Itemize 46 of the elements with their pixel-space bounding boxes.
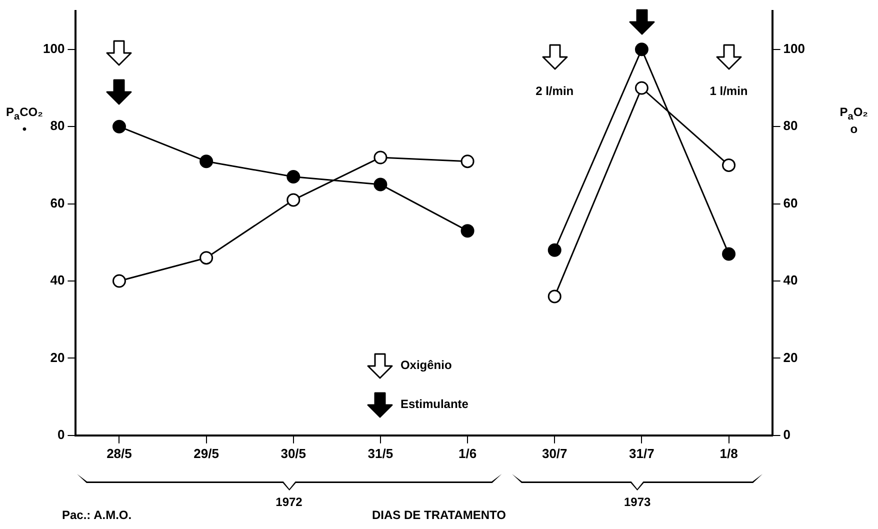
annotation: Oxigênio [400, 358, 452, 372]
x-tick-label: 29/5 [194, 446, 219, 461]
y2-tick-label: 80 [783, 118, 798, 134]
annotation: 1 l/min [708, 84, 749, 98]
y-tick-label: 20 [50, 350, 65, 365]
point [460, 224, 474, 238]
point [722, 158, 736, 172]
point [722, 247, 736, 261]
point [112, 274, 126, 288]
point [374, 178, 388, 192]
y2-tick-label: 0 [783, 426, 791, 442]
y2-tick-label: 40 [783, 272, 798, 288]
point [200, 154, 214, 168]
point [634, 42, 648, 56]
point [286, 170, 300, 184]
text: Pac.: A.M.O. [62, 508, 132, 522]
x-tick-label: 31/5 [368, 446, 394, 461]
y2-tick-label: 60 [783, 195, 798, 210]
y2-tick-label: 100 [783, 40, 806, 56]
point [548, 290, 562, 304]
x-tick-label: 30/5 [280, 446, 306, 461]
y-tick-label: 60 [50, 195, 65, 210]
x-axis-title: DIAS DE TRATAMENTO [372, 508, 506, 522]
annotation: Estimulante [400, 396, 468, 411]
point [286, 193, 300, 207]
y-axis-title: P$_{a}$CO₂ • [6, 105, 43, 136]
y2-tick-label: 20 [783, 350, 798, 365]
x-tick-label: 28/5 [106, 446, 132, 461]
point [374, 150, 388, 164]
point [634, 81, 648, 95]
y-tick-label: 100 [42, 40, 65, 56]
point [548, 243, 562, 257]
text: 1972 [274, 495, 304, 510]
x-tick-label: 1/6 [458, 446, 477, 461]
y-tick-label: 0 [57, 426, 65, 442]
x-tick-label: 30/7 [542, 446, 568, 461]
annotation: 2 l/min [534, 84, 575, 98]
point [460, 154, 474, 168]
x-tick-label: 31/7 [629, 446, 654, 461]
y-tick-label: 80 [50, 118, 65, 134]
point [112, 120, 126, 134]
point [200, 251, 214, 265]
text: 1973 [622, 495, 652, 510]
y-tick-label: 40 [50, 272, 65, 288]
x-tick-label: 1/8 [720, 446, 738, 461]
y2-axis-title: P$_{a}$O₂ o [840, 105, 868, 136]
